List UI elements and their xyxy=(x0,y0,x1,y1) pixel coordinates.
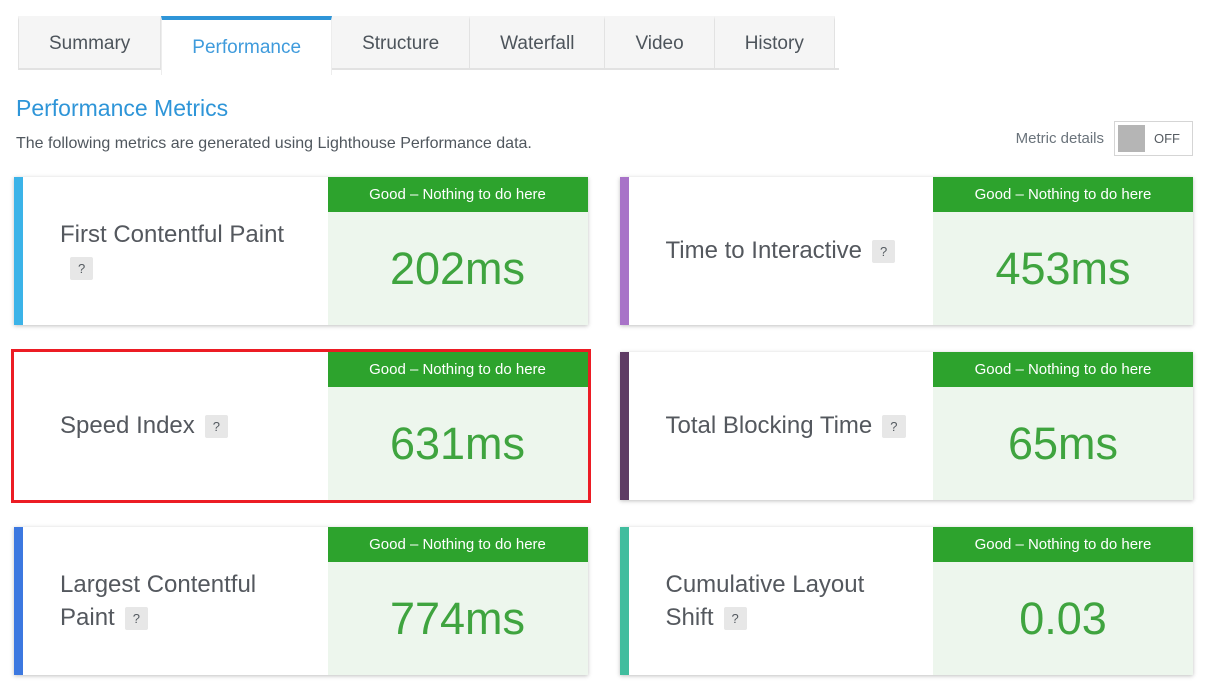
status-badge: Good – Nothing to do here xyxy=(327,527,588,562)
metric-title-text: Total Blocking Time xyxy=(665,412,873,440)
page-header: Performance Metrics The following metric… xyxy=(16,95,1193,156)
help-icon[interactable]: ? xyxy=(124,607,148,630)
metric-title-area: First Contentful Paint? xyxy=(23,177,328,325)
metric-cards-grid: First Contentful Paint? Good – Nothing t… xyxy=(14,177,1193,675)
metric-title-area: Cumulative Layout Shift? xyxy=(629,527,934,675)
metric-card-speed-index: Speed Index? Good – Nothing to do here 6… xyxy=(14,352,588,500)
metric-title-text: Time to Interactive xyxy=(665,237,863,265)
metric-card-time-to-interactive: Time to Interactive? Good – Nothing to d… xyxy=(619,177,1193,325)
tab-summary[interactable]: Summary xyxy=(18,16,162,68)
help-icon[interactable]: ? xyxy=(872,240,896,264)
metric-title: Largest Contentful Paint? xyxy=(60,568,302,634)
toggle-state-label: OFF xyxy=(1154,131,1180,146)
status-badge: Good – Nothing to do here xyxy=(327,177,588,212)
status-badge: Good – Nothing to do here xyxy=(933,177,1193,212)
tab-waterfall[interactable]: Waterfall xyxy=(470,16,606,68)
metric-card-largest-contentful-paint: Largest Contentful Paint? Good – Nothing… xyxy=(14,527,588,675)
page-title: Performance Metrics xyxy=(16,95,229,121)
metric-value: 0.03 xyxy=(933,562,1193,675)
tab-video[interactable]: Video xyxy=(605,16,715,68)
metric-value: 774ms xyxy=(327,562,588,675)
status-badge: Good – Nothing to do here xyxy=(933,527,1193,562)
status-badge: Good – Nothing to do here xyxy=(327,352,588,387)
metric-result-area: Good – Nothing to do here 0.03 xyxy=(933,527,1193,675)
metric-details-toggle[interactable]: OFF xyxy=(1114,121,1193,156)
help-icon[interactable]: ? xyxy=(882,415,906,439)
toggle-knob[interactable] xyxy=(1118,125,1145,152)
help-icon[interactable]: ? xyxy=(723,607,747,630)
help-icon[interactable]: ? xyxy=(70,257,94,280)
card-accent-bar xyxy=(619,352,629,500)
metric-result-area: Good – Nothing to do here 631ms xyxy=(327,352,588,500)
tab-structure[interactable]: Structure xyxy=(332,16,471,68)
metric-title: Speed Index? xyxy=(60,409,229,442)
metric-result-area: Good – Nothing to do here 774ms xyxy=(327,527,588,675)
metric-title-text: Largest Contentful Paint xyxy=(60,570,257,631)
status-badge: Good – Nothing to do here xyxy=(933,352,1193,387)
metric-result-area: Good – Nothing to do here 65ms xyxy=(933,352,1193,500)
metric-title-text: Speed Index xyxy=(60,412,195,440)
metric-title-area: Total Blocking Time? xyxy=(629,352,934,500)
card-accent-bar xyxy=(14,352,23,500)
metric-value: 453ms xyxy=(933,212,1193,325)
metric-title: Time to Interactive? xyxy=(666,234,896,267)
metric-card-total-blocking-time: Total Blocking Time? Good – Nothing to d… xyxy=(619,352,1193,500)
tab-performance[interactable]: Performance xyxy=(161,16,333,75)
tab-history[interactable]: History xyxy=(714,16,835,68)
metric-details-label: Metric details xyxy=(1015,130,1104,147)
metric-card-first-contentful-paint: First Contentful Paint? Good – Nothing t… xyxy=(14,177,588,325)
help-icon[interactable]: ? xyxy=(204,415,229,439)
metric-title-area: Time to Interactive? xyxy=(629,177,934,325)
metric-title: Cumulative Layout Shift? xyxy=(666,568,908,634)
card-accent-bar xyxy=(14,527,23,675)
metric-title-area: Speed Index? xyxy=(23,352,328,500)
metric-title-text: Cumulative Layout Shift xyxy=(665,570,865,631)
metric-details-toggle-row: Metric details OFF xyxy=(1016,121,1193,156)
metric-card-cumulative-layout-shift: Cumulative Layout Shift? Good – Nothing … xyxy=(619,527,1193,675)
page-header-text: Performance Metrics The following metric… xyxy=(16,95,532,153)
metric-result-area: Good – Nothing to do here 453ms xyxy=(933,177,1193,325)
card-accent-bar xyxy=(619,527,629,675)
card-accent-bar xyxy=(619,177,629,325)
card-accent-bar xyxy=(14,177,23,325)
metric-title-area: Largest Contentful Paint? xyxy=(23,527,328,675)
metric-title-text: First Contentful Paint xyxy=(60,220,285,248)
report-tabs: Summary Performance Structure Waterfall … xyxy=(18,16,839,75)
metric-title: Total Blocking Time? xyxy=(666,409,906,442)
metric-value: 202ms xyxy=(327,212,588,325)
metric-value: 631ms xyxy=(327,387,588,500)
metric-value: 65ms xyxy=(933,387,1193,500)
metric-result-area: Good – Nothing to do here 202ms xyxy=(327,177,588,325)
metric-title: First Contentful Paint? xyxy=(60,218,302,284)
page-subtitle: The following metrics are generated usin… xyxy=(16,135,532,152)
